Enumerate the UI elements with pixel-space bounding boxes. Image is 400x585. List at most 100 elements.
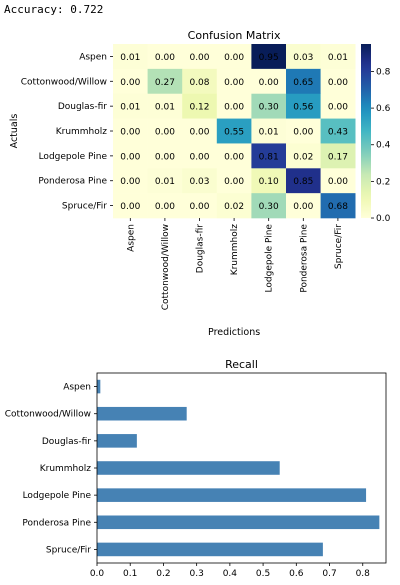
cell-value-label: 0.03 xyxy=(189,177,209,187)
recall-category-label: Aspen xyxy=(63,383,91,393)
recall-x-tick-label: 0.7 xyxy=(322,569,336,579)
heatmap-cell xyxy=(147,143,183,169)
heatmap-cell xyxy=(113,44,148,70)
heatmap-cell xyxy=(147,193,183,219)
heatmap-cell xyxy=(216,193,252,219)
cell-value-label: 0.00 xyxy=(120,78,140,88)
recall-bar xyxy=(97,542,323,557)
cell-value-label: 0.95 xyxy=(259,53,279,63)
heatmap-cell xyxy=(286,93,321,119)
heatmap-cell xyxy=(286,193,321,219)
cell-value-label: 0.00 xyxy=(328,103,348,113)
heatmap-cell xyxy=(147,68,183,95)
cell-value-label: 0.00 xyxy=(120,128,140,138)
cell-value-label: 0.01 xyxy=(328,53,348,63)
heatmap-cell xyxy=(320,93,356,119)
heatmap-cell xyxy=(320,68,356,95)
cm-ylabel: Actuals xyxy=(9,114,20,149)
colorbar-tick-label: 0.4 xyxy=(376,141,391,151)
heatmap-cell xyxy=(251,44,287,70)
cell-value-label: 0.00 xyxy=(224,177,244,187)
cell-value-label: 0.01 xyxy=(155,177,175,187)
col-tick-label: Aspen xyxy=(126,224,136,252)
cell-value-label: 0.00 xyxy=(189,152,209,162)
row-tick-label: Lodgepole Pine xyxy=(39,152,108,162)
cell-value-label: 0.56 xyxy=(293,103,313,113)
recall-x-tick-label: 0.6 xyxy=(289,569,304,579)
recall-category-label: Lodgepole Pine xyxy=(23,491,92,501)
recall-x-tick-label: 0.2 xyxy=(156,569,170,579)
cell-value-label: 0.30 xyxy=(259,202,279,212)
recall-category-label: Krummholz xyxy=(40,464,92,474)
cell-value-label: 0.00 xyxy=(224,53,244,63)
heatmap-cell xyxy=(113,193,148,219)
heatmap-cell xyxy=(251,168,287,194)
heatmap-cell xyxy=(286,168,321,194)
recall-title: Recall xyxy=(225,358,258,371)
heatmap-cell xyxy=(113,68,148,95)
heatmap-cell xyxy=(113,143,148,169)
cell-value-label: 0.10 xyxy=(259,177,279,187)
heatmap-cell xyxy=(251,143,287,169)
cell-value-label: 0.01 xyxy=(155,103,175,113)
colorbar-tick-label: 0.6 xyxy=(376,104,391,114)
cell-value-label: 0.00 xyxy=(120,202,140,212)
cell-value-label: 0.00 xyxy=(189,202,209,212)
heatmap-cell xyxy=(216,93,252,119)
recall-bar xyxy=(97,379,101,394)
cell-value-label: 0.01 xyxy=(120,103,140,113)
heatmap-cell xyxy=(251,193,287,219)
cell-value-label: 0.00 xyxy=(224,78,244,88)
heatmap-cell xyxy=(147,44,183,70)
col-tick-label: Spruce/Fir xyxy=(334,224,344,269)
heatmap-cell xyxy=(286,118,321,144)
cell-value-label: 0.00 xyxy=(189,128,209,138)
row-tick-label: Krummholz xyxy=(56,127,108,137)
heatmap-cell xyxy=(216,118,252,144)
cell-value-label: 0.81 xyxy=(259,152,279,162)
heatmap-cell xyxy=(216,168,252,194)
heatmap-cell xyxy=(182,168,218,194)
recall-bar xyxy=(97,461,280,475)
recall-bar xyxy=(97,434,137,448)
heatmap-cell xyxy=(320,143,356,169)
cell-value-label: 0.00 xyxy=(155,53,175,63)
cell-value-label: 0.00 xyxy=(224,152,244,162)
recall-plot-frame xyxy=(96,372,387,564)
cell-value-label: 0.00 xyxy=(293,202,313,212)
cell-value-label: 0.00 xyxy=(328,177,348,187)
recall-x-tick-label: 0.5 xyxy=(256,569,270,579)
row-tick-label: Cottonwood/Willow xyxy=(21,77,107,87)
colorbar-tick-label: 0.0 xyxy=(376,214,391,224)
cell-value-label: 0.00 xyxy=(189,53,209,63)
heatmap-cell xyxy=(320,44,356,70)
heatmap-cell xyxy=(320,118,356,144)
heatmap-cell xyxy=(216,44,252,70)
heatmap-cell xyxy=(182,143,218,169)
recall-category-label: Cottonwood/Willow xyxy=(5,410,91,420)
cell-value-label: 0.02 xyxy=(224,202,244,212)
colorbar-tick-label: 0.2 xyxy=(376,177,390,187)
recall-category-label: Spruce/Fir xyxy=(46,545,91,555)
col-tick-label: Douglas-fir xyxy=(196,224,206,273)
recall-x-tick-label: 0.1 xyxy=(123,569,137,579)
heatmap-cell xyxy=(113,168,148,194)
col-tick-label: Krummholz xyxy=(230,224,240,276)
recall-bar xyxy=(97,515,380,530)
heatmap-cell xyxy=(320,168,356,194)
colorbar-tick-label: 0.8 xyxy=(376,67,391,77)
cell-value-label: 0.08 xyxy=(189,78,209,88)
row-tick-label: Spruce/Fir xyxy=(62,202,107,212)
cell-value-label: 0.00 xyxy=(328,78,348,88)
heatmap-cell xyxy=(113,118,148,144)
heatmap-cell xyxy=(251,68,287,95)
recall-bar xyxy=(97,406,187,421)
cell-value-label: 0.17 xyxy=(328,152,348,162)
colorbar xyxy=(361,44,371,219)
accuracy-output: Accuracy: 0.722 xyxy=(4,3,103,16)
heatmap-cell xyxy=(147,168,183,194)
recall-x-tick-label: 0.4 xyxy=(223,569,238,579)
col-tick-label: Cottonwood/Willow xyxy=(161,224,171,310)
cell-value-label: 0.27 xyxy=(155,78,175,88)
cell-value-label: 0.03 xyxy=(293,53,313,63)
